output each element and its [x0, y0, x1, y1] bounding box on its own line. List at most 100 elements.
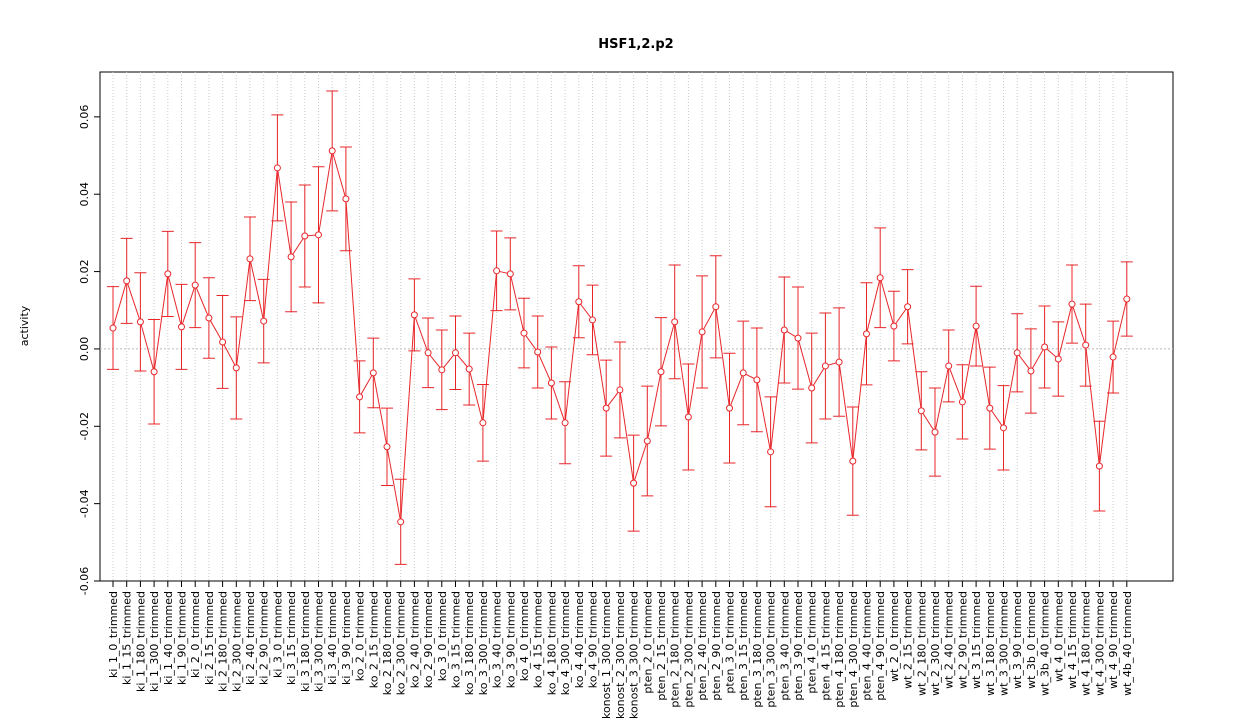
point — [301, 232, 309, 240]
x-tick-label: ki_2_300_trimmed — [230, 591, 243, 692]
x-tick-label: wt_4_15_trimmed — [1066, 591, 1079, 689]
point — [684, 413, 692, 421]
point — [164, 270, 172, 278]
x-tick-label: pten_3_300_trimmed — [765, 591, 778, 708]
x-tick-label: ki_2_40_trimmed — [244, 591, 257, 685]
point — [753, 376, 761, 384]
point — [1041, 343, 1049, 351]
point — [1068, 300, 1076, 308]
x-tick-label: pten_4_40_trimmed — [861, 591, 874, 701]
point — [931, 428, 939, 436]
point — [561, 419, 569, 427]
x-tick-label: wt_2_90_trimmed — [956, 591, 969, 689]
point — [671, 318, 679, 326]
x-tick-label: wt_3_180_trimmed — [984, 591, 997, 696]
x-tick-label: pten_4_0_trimmed — [806, 591, 819, 694]
point — [958, 398, 966, 406]
x-tick-label: ko_2_180_trimmed — [381, 591, 394, 695]
x-tick-label: ko_3_40_trimmed — [491, 591, 504, 688]
x-tick-label: ki_3_0_trimmed — [271, 591, 284, 678]
y-tick-label: 0.04 — [78, 182, 91, 207]
point — [219, 338, 227, 346]
point — [123, 277, 131, 285]
x-tick-label: ko_3_300_trimmed — [477, 591, 490, 695]
point — [520, 329, 528, 337]
point — [438, 366, 446, 374]
point — [821, 362, 829, 370]
point — [356, 393, 364, 401]
x-tick-label: ko_4_15_trimmed — [532, 591, 545, 688]
point — [506, 270, 514, 278]
x-tick-label: wt_4_300_trimmed — [1093, 591, 1106, 696]
point — [1027, 367, 1035, 375]
point — [698, 328, 706, 336]
x-tick-label: wt_4_0_trimmed — [1052, 591, 1065, 682]
x-tick-label: ki_3_90_trimmed — [340, 591, 353, 685]
x-tick-label: wt_2_40_trimmed — [943, 591, 956, 689]
point — [150, 368, 158, 376]
point — [191, 281, 199, 289]
x-tick-label: wt_2_0_trimmed — [888, 591, 901, 682]
point — [767, 448, 775, 456]
point — [397, 518, 405, 526]
x-tick-label: ki_3_300_trimmed — [313, 591, 326, 692]
point — [178, 323, 185, 331]
point — [260, 317, 268, 325]
point — [780, 326, 788, 334]
x-tick-label: ko_4_180_trimmed — [545, 591, 558, 695]
point — [630, 479, 638, 487]
x-tick-label: konost_1_300_trimmed — [600, 591, 613, 719]
x-tick-label: wt_3b_0_trimmed — [1025, 591, 1038, 689]
x-tick-label: pten_2_40_trimmed — [696, 591, 709, 701]
point — [136, 318, 144, 326]
point — [986, 404, 994, 412]
x-tick-label: ko_2_300_trimmed — [395, 591, 408, 695]
y-tick-label: -0.04 — [78, 489, 91, 517]
x-tick-label: ko_2_0_trimmed — [354, 591, 367, 681]
point — [342, 195, 350, 203]
point — [1000, 424, 1007, 432]
chart-title: HSF1,2.p2 — [598, 37, 673, 52]
x-tick-label: ki_1_90_trimmed — [176, 591, 189, 685]
point — [410, 311, 418, 319]
x-tick-label: pten_3_15_trimmed — [737, 591, 750, 701]
point — [1082, 341, 1090, 349]
x-tick-label: ko_2_15_trimmed — [367, 591, 380, 688]
point — [917, 407, 925, 415]
point — [273, 164, 281, 172]
x-tick-label: ko_3_90_trimmed — [504, 591, 517, 688]
plot-frame — [99, 71, 1174, 582]
point — [205, 314, 213, 322]
x-tick-label: ki_1_300_trimmed — [148, 591, 161, 692]
x-tick-label: ko_4_40_trimmed — [573, 591, 586, 688]
x-tick-label: wt_4_90_trimmed — [1107, 591, 1120, 689]
point — [602, 404, 610, 412]
point — [575, 298, 583, 306]
x-tick-label: ki_3_180_trimmed — [299, 591, 312, 692]
x-tick-label: ki_1_40_trimmed — [162, 591, 175, 685]
y-tick-label: 0.00 — [78, 337, 91, 362]
point — [1054, 355, 1062, 363]
point — [232, 364, 240, 372]
x-tick-label: pten_4_15_trimmed — [819, 591, 832, 701]
y-tick-label: -0.02 — [78, 412, 91, 440]
point — [1123, 295, 1131, 303]
x-tick-label: pten_2_15_trimmed — [655, 591, 668, 701]
y-axis-label: activity — [18, 305, 31, 346]
x-tick-label: konost_3_300_trimmed — [628, 591, 641, 719]
x-tick-label: ki_2_180_trimmed — [217, 591, 230, 692]
x-tick-label: wt_3_15_trimmed — [970, 591, 983, 689]
point — [726, 404, 733, 412]
x-tick-label: wt_2_300_trimmed — [929, 591, 942, 696]
x-tick-label: ki_1_15_trimmed — [121, 591, 134, 685]
x-tick-label: ki_3_15_trimmed — [285, 591, 298, 685]
point — [383, 443, 391, 451]
x-tick-label: ko_4_300_trimmed — [559, 591, 572, 695]
point — [794, 334, 802, 342]
point — [493, 267, 501, 275]
point — [890, 322, 898, 330]
point — [1109, 353, 1117, 361]
point — [835, 358, 843, 366]
y-tick-label: 0.02 — [78, 259, 91, 284]
